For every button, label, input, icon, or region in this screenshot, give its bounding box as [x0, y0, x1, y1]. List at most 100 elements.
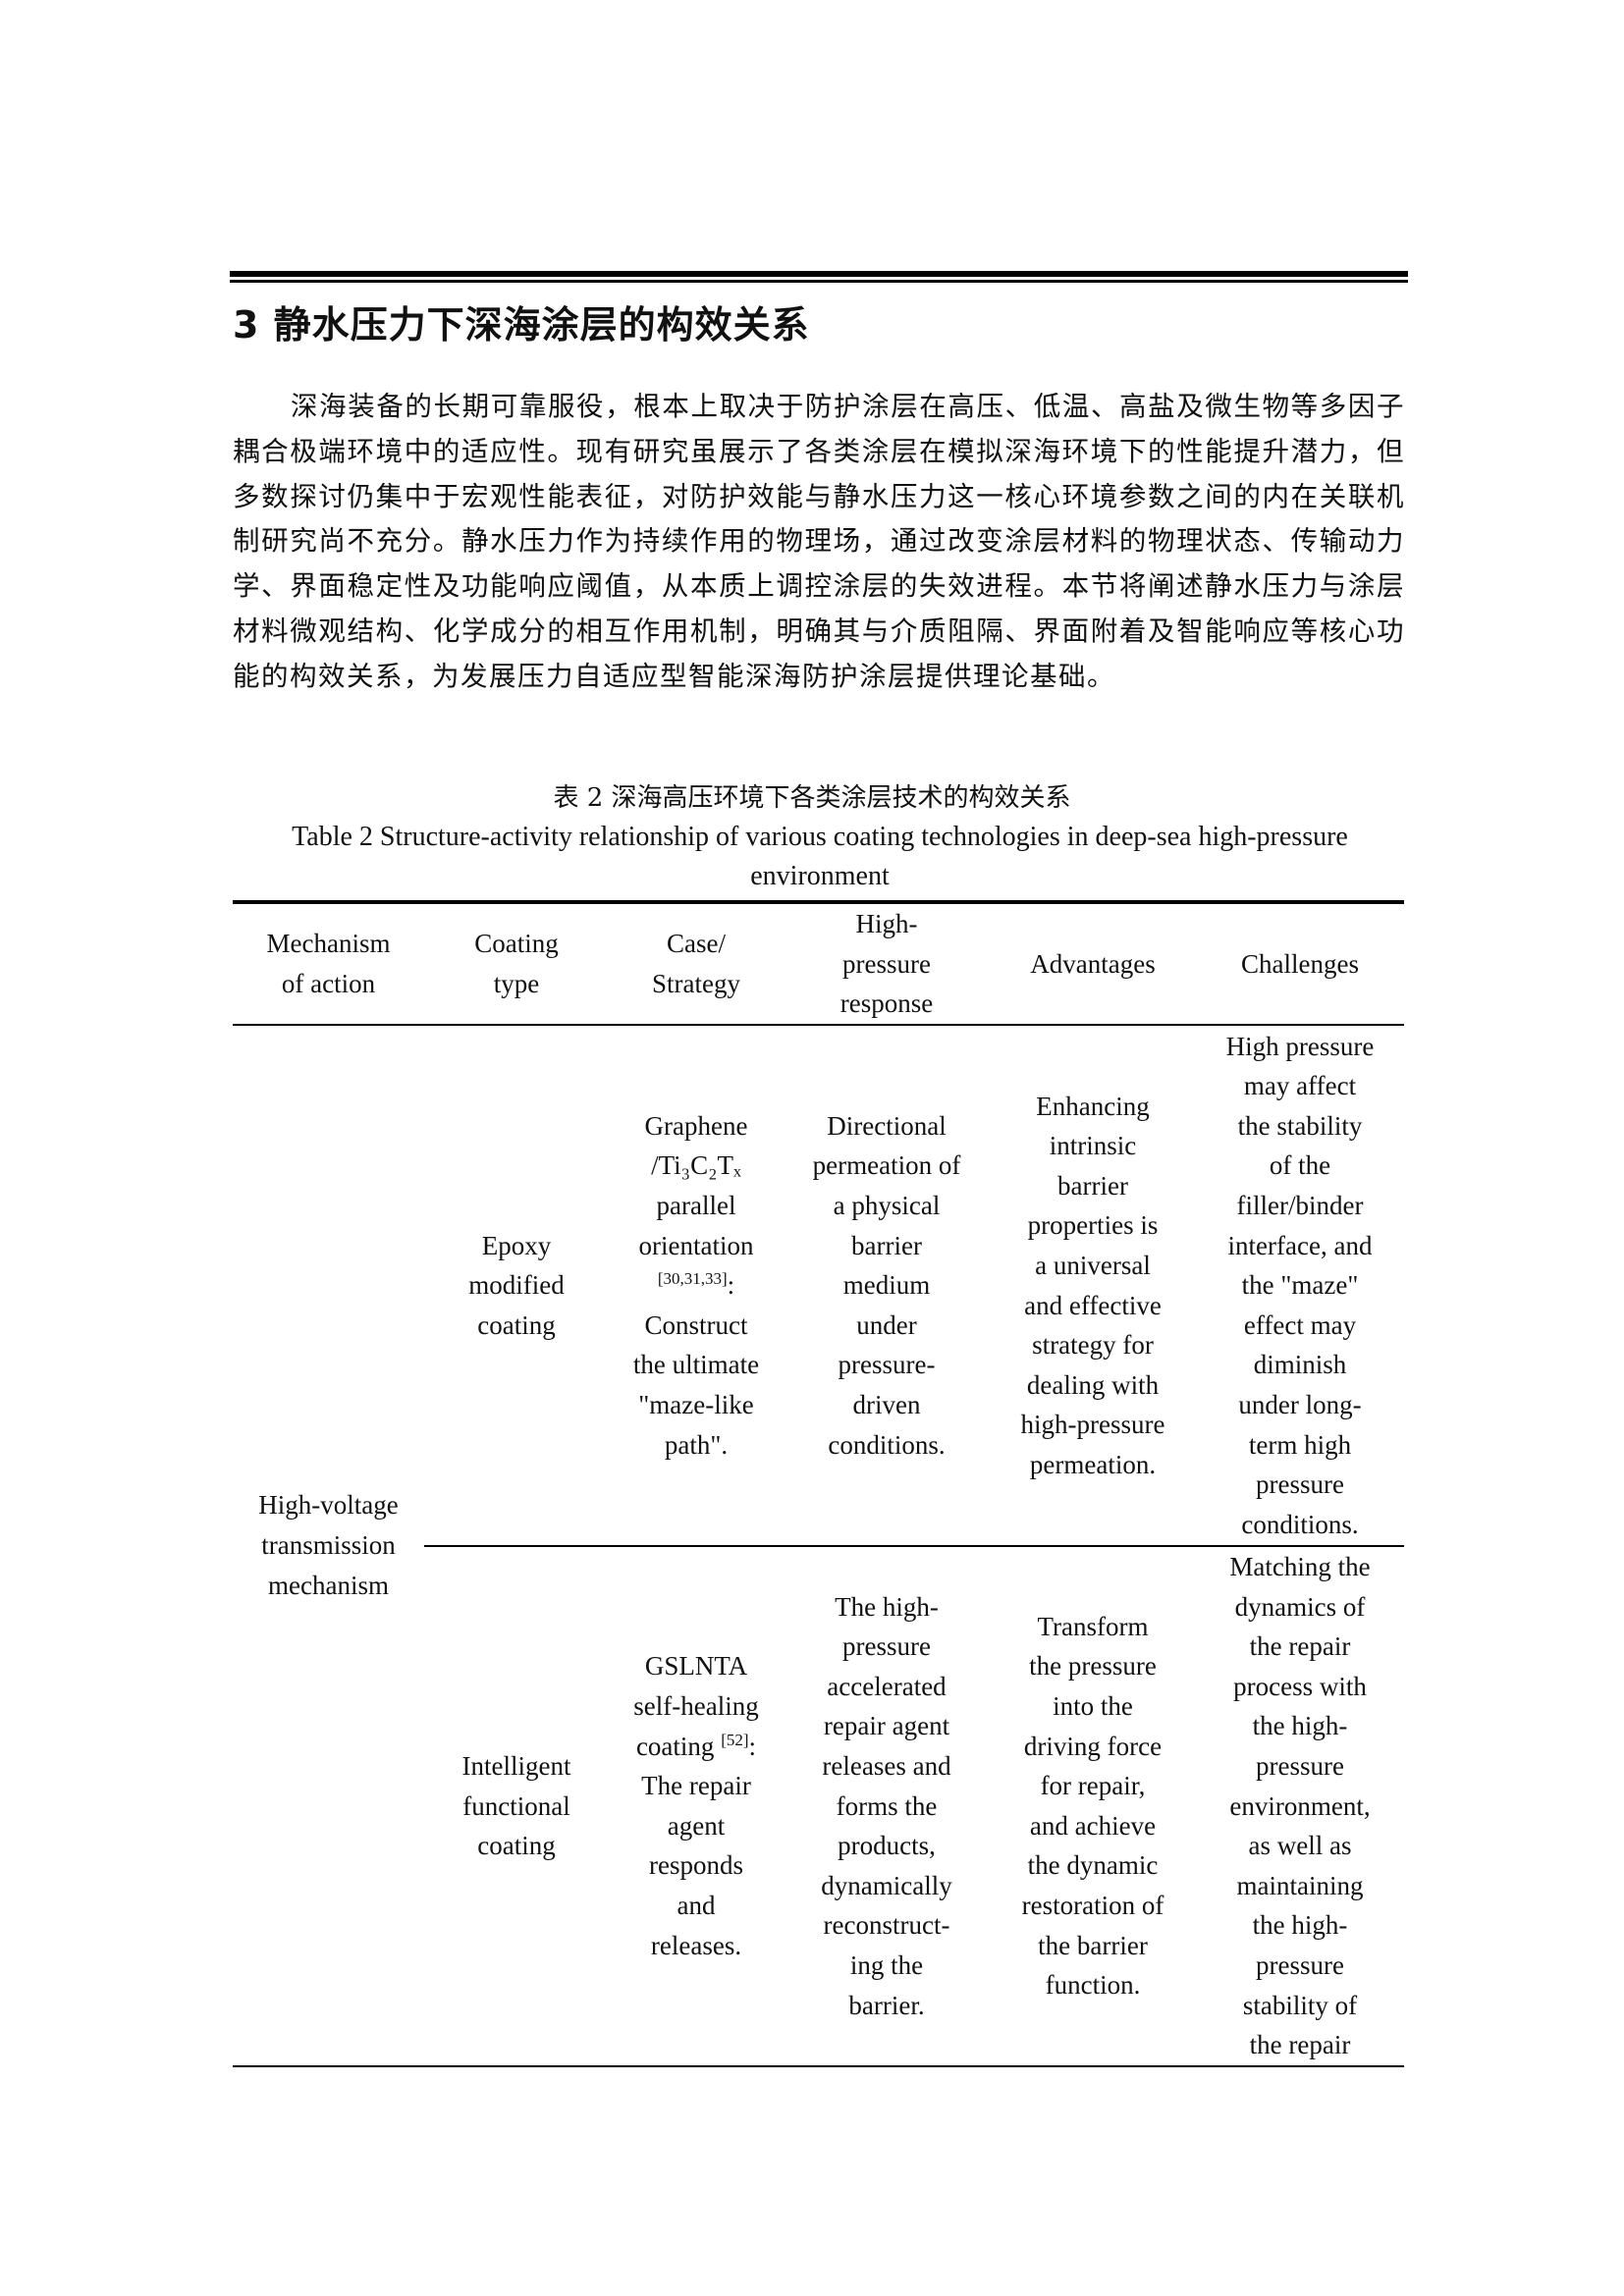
- section-heading: 3 静水压力下深海涂层的构效关系: [233, 303, 810, 347]
- cell-line: dynamics of: [1234, 1591, 1366, 1622]
- line-text: coating: [635, 1731, 722, 1761]
- cell-line: the ultimate: [632, 1350, 760, 1380]
- cell-line: pressure: [1256, 1949, 1344, 1980]
- cell-line: response: [839, 988, 934, 1019]
- citation: [30,31,33]: [657, 1269, 728, 1289]
- cell-line: Case/: [667, 929, 726, 959]
- cell-line: effect may: [1243, 1309, 1357, 1340]
- cell-line: transmission: [261, 1530, 396, 1561]
- cell-line: intrinsic: [1049, 1131, 1137, 1161]
- cell-line: properties is: [1027, 1210, 1159, 1241]
- header-case-strategy: Case/Strategy: [609, 900, 784, 1026]
- cell-line: driven: [852, 1389, 921, 1419]
- cell-line: Coating: [474, 929, 559, 959]
- cell-line: Mechanism: [266, 929, 391, 959]
- cell-line: of the: [1269, 1150, 1331, 1181]
- cell-advantages: Enhancing intrinsic barrier properties is a …: [990, 1025, 1196, 1547]
- cell-line: pressure: [1256, 1469, 1344, 1500]
- cell-line: modified: [468, 1270, 565, 1301]
- cell-line: the repair: [1249, 2030, 1351, 2060]
- cell-line: the stability: [1237, 1110, 1363, 1141]
- cell-line: High-voltage: [258, 1490, 399, 1521]
- section-top-rule: [230, 271, 1408, 277]
- cell-line: orientation: [638, 1230, 754, 1260]
- table-caption-cn: 表 2 深海高压环境下各类涂层技术的构效关系: [553, 783, 1071, 813]
- cell-line: coating: [477, 1309, 556, 1340]
- cell-line: a universal: [1035, 1250, 1151, 1280]
- cell-line: /Ti₃C₂Tₓ: [651, 1150, 741, 1181]
- cell-line: repair agent: [823, 1711, 950, 1741]
- cell-line: pressure: [842, 948, 931, 979]
- cell-line: conditions.: [1241, 1509, 1359, 1539]
- cell-response: The high-pressure accelerated repair agent…: [784, 1546, 990, 2067]
- cell-line: medium: [842, 1270, 931, 1301]
- cell-line: into the: [1053, 1691, 1133, 1722]
- cell-line: products,: [838, 1831, 936, 1861]
- cell-line: GSLNTA: [644, 1651, 748, 1682]
- cell-line: the pressure: [1029, 1651, 1157, 1682]
- cell-line: the "maze": [1241, 1270, 1359, 1301]
- cell-line: permeation of: [812, 1150, 961, 1181]
- cell-line: under long-: [1238, 1389, 1362, 1419]
- cell-line: ing the: [849, 1949, 924, 1980]
- table-row: High-voltage transmission mechanism Epoxy m…: [233, 1025, 1404, 2067]
- cell-line: barrier: [1057, 1170, 1128, 1201]
- cell-challenges: High pressure may affect the stability of t…: [1196, 1025, 1404, 1547]
- cell-line: releases.: [650, 1930, 742, 1960]
- structure-activity-table: Mechanism of action Coating type Case/Stra…: [233, 900, 1404, 2067]
- cell-line: environment,: [1229, 1790, 1371, 1821]
- cell-line: the high-: [1252, 1910, 1348, 1941]
- line-punct: :: [748, 1731, 757, 1761]
- cell-line: permeation.: [1029, 1449, 1157, 1479]
- cell-line: pressure: [842, 1631, 931, 1662]
- cell-line: Intelligent: [461, 1750, 571, 1781]
- cell-line: coating [52]:: [609, 1727, 784, 1767]
- cell-line: process with: [1233, 1671, 1367, 1701]
- cell-line: term high: [1248, 1429, 1352, 1460]
- cell-line: stability of: [1242, 1990, 1358, 2020]
- cell-line: [30,31,33]:: [609, 1265, 784, 1306]
- cell-line: barrier: [851, 1230, 922, 1260]
- cell-line: "maze-like: [638, 1389, 754, 1419]
- cell-line: Graphene: [644, 1110, 748, 1141]
- header-mechanism: Mechanism of action: [233, 900, 424, 1026]
- cell-line: the dynamic: [1027, 1850, 1159, 1881]
- cell-line: self-healing: [633, 1691, 759, 1722]
- cell-line: high-pressure: [1020, 1410, 1165, 1440]
- cell-line: accelerated: [827, 1671, 947, 1701]
- cell-line: a physical: [833, 1191, 941, 1221]
- cell-line: path".: [664, 1429, 729, 1460]
- cell-line: pressure: [1256, 1750, 1344, 1781]
- cell-line: type: [493, 969, 540, 998]
- cell-line: diminish: [1253, 1350, 1347, 1380]
- cell-line: restoration of: [1021, 1891, 1164, 1921]
- cell-line: under: [856, 1309, 917, 1340]
- cell-line: the repair: [1249, 1631, 1351, 1662]
- header-coating-type: Coating type: [424, 900, 609, 1026]
- cell-line: Directional: [827, 1110, 947, 1141]
- citation: [52]: [721, 1730, 749, 1749]
- cell-line: agent: [667, 1810, 726, 1841]
- cell-coating-type: Intelligent functional coating: [424, 1546, 609, 2067]
- cell-line: The repair: [641, 1771, 751, 1801]
- cell-line: Epoxy: [481, 1230, 552, 1260]
- cell-line: function.: [1045, 1970, 1141, 2001]
- cell-line: and: [677, 1891, 716, 1921]
- cell-line: pressure-: [838, 1350, 936, 1380]
- cell-line: Transform: [1037, 1611, 1149, 1641]
- cell-line: may affect: [1243, 1071, 1357, 1101]
- section-top-rule-thin: [230, 280, 1408, 283]
- cell-case: GSLNTA self-healing coating [52]: The repai…: [609, 1546, 784, 2067]
- cell-line: driving force: [1023, 1731, 1163, 1761]
- cell-line: High pressure: [1225, 1031, 1375, 1061]
- cell-response: Directional permeation of a physical barrie…: [784, 1025, 990, 1547]
- cell-line: the barrier: [1038, 1930, 1148, 1960]
- cell-line: conditions.: [828, 1429, 946, 1460]
- cell-line: forms the: [836, 1790, 938, 1821]
- cell-line: the high-: [1252, 1711, 1348, 1741]
- table-caption-en: Table 2 Structure-activity relationship …: [292, 822, 1348, 891]
- header-challenges: Challenges: [1196, 900, 1404, 1026]
- cell-line: strategy for: [1032, 1330, 1154, 1361]
- cell-mechanism: High-voltage transmission mechanism: [233, 1025, 424, 2067]
- cell-case: Graphene/Ti₃C₂Tₓ parallel orientation [30,3…: [609, 1025, 784, 1547]
